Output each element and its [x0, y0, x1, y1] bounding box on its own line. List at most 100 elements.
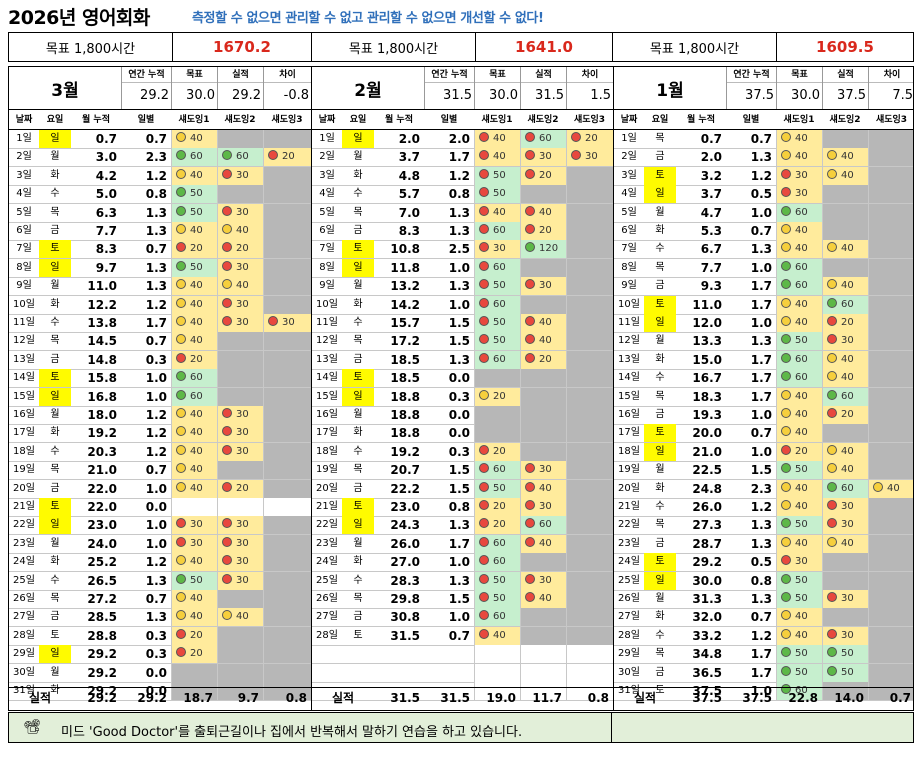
shadowing-cell[interactable]	[217, 682, 263, 700]
shadowing-cell[interactable]: 40	[776, 240, 822, 259]
shadowing-cell[interactable]	[868, 571, 913, 590]
shadowing-cell[interactable]	[566, 498, 613, 516]
shadowing-cell[interactable]: 20	[474, 498, 520, 516]
shadowing-cell[interactable]	[868, 424, 913, 443]
shadowing-cell[interactable]	[868, 148, 913, 167]
shadowing-cell[interactable]	[868, 130, 913, 148]
shadowing-cell[interactable]: 60	[474, 258, 520, 277]
shadowing-cell[interactable]: 40	[776, 479, 822, 498]
shadowing-cell[interactable]	[263, 332, 311, 351]
shadowing-cell[interactable]	[566, 203, 613, 222]
shadowing-cell[interactable]	[868, 442, 913, 461]
shadowing-cell[interactable]: 20	[474, 442, 520, 461]
shadowing-cell[interactable]: 40	[171, 166, 217, 185]
shadowing-cell[interactable]: 20	[520, 222, 566, 240]
shadowing-cell[interactable]	[566, 350, 613, 369]
shadowing-cell[interactable]: 30	[520, 498, 566, 516]
shadowing-cell[interactable]	[566, 332, 613, 351]
shadowing-cell[interactable]: 40	[217, 608, 263, 627]
shadowing-cell[interactable]	[868, 498, 913, 516]
shadowing-cell[interactable]: 50	[822, 645, 868, 664]
shadowing-cell[interactable]	[171, 498, 217, 516]
shadowing-cell[interactable]: 50	[474, 590, 520, 608]
shadowing-cell[interactable]: 120	[520, 240, 566, 259]
shadowing-cell[interactable]	[263, 553, 311, 572]
shadowing-cell[interactable]	[263, 295, 311, 314]
shadowing-cell[interactable]	[520, 369, 566, 388]
shadowing-cell[interactable]: 40	[822, 277, 868, 296]
shadowing-cell[interactable]: 30	[217, 295, 263, 314]
shadowing-cell[interactable]: 40	[217, 277, 263, 296]
shadowing-cell[interactable]: 50	[776, 571, 822, 590]
shadowing-cell[interactable]: 60	[776, 350, 822, 369]
shadowing-cell[interactable]: 50	[474, 314, 520, 332]
shadowing-cell[interactable]: 40	[822, 369, 868, 388]
shadowing-cell[interactable]: 40	[520, 479, 566, 498]
shadowing-cell[interactable]: 40	[474, 130, 520, 148]
shadowing-cell[interactable]	[520, 442, 566, 461]
shadowing-cell[interactable]: 40	[474, 626, 520, 645]
shadowing-cell[interactable]	[520, 424, 566, 443]
shadowing-cell[interactable]: 40	[776, 222, 822, 240]
shadowing-cell[interactable]	[822, 571, 868, 590]
shadowing-cell[interactable]	[217, 590, 263, 608]
shadowing-cell[interactable]: 30	[217, 203, 263, 222]
shadowing-cell[interactable]: 40	[776, 148, 822, 167]
shadowing-cell[interactable]	[263, 498, 311, 516]
shadowing-cell[interactable]	[263, 626, 311, 645]
shadowing-cell[interactable]: 30	[822, 498, 868, 516]
shadowing-cell[interactable]	[263, 461, 311, 480]
shadowing-cell[interactable]: 30	[217, 442, 263, 461]
shadowing-cell[interactable]: 60	[171, 387, 217, 406]
shadowing-cell[interactable]: 30	[776, 166, 822, 185]
shadowing-cell[interactable]	[217, 369, 263, 388]
shadowing-cell[interactable]	[263, 277, 311, 296]
shadowing-cell[interactable]: 40	[171, 553, 217, 572]
shadowing-cell[interactable]: 30	[171, 516, 217, 535]
shadowing-cell[interactable]	[474, 424, 520, 443]
shadowing-cell[interactable]: 50	[776, 332, 822, 351]
shadowing-cell[interactable]: 50	[474, 332, 520, 351]
shadowing-cell[interactable]: 30	[520, 148, 566, 167]
shadowing-cell[interactable]	[868, 166, 913, 185]
shadowing-cell[interactable]: 20	[776, 442, 822, 461]
shadowing-cell[interactable]: 40	[171, 590, 217, 608]
shadowing-cell[interactable]: 50	[776, 663, 822, 682]
shadowing-cell[interactable]	[263, 442, 311, 461]
shadowing-cell[interactable]: 40	[217, 222, 263, 240]
shadowing-cell[interactable]: 20	[566, 130, 613, 148]
shadowing-cell[interactable]	[263, 130, 311, 148]
shadowing-cell[interactable]	[520, 258, 566, 277]
shadowing-cell[interactable]: 30	[217, 166, 263, 185]
shadowing-cell[interactable]: 30	[776, 553, 822, 572]
shadowing-cell[interactable]: 20	[474, 516, 520, 535]
shadowing-cell[interactable]	[520, 185, 566, 204]
shadowing-cell[interactable]	[263, 258, 311, 277]
shadowing-cell[interactable]: 50	[776, 645, 822, 664]
shadowing-cell[interactable]	[566, 222, 613, 240]
shadowing-cell[interactable]	[822, 185, 868, 204]
shadowing-cell[interactable]	[868, 222, 913, 240]
shadowing-cell[interactable]: 20	[474, 387, 520, 406]
shadowing-cell[interactable]: 20	[263, 148, 311, 167]
shadowing-cell[interactable]: 50	[776, 461, 822, 480]
shadowing-cell[interactable]: 40	[171, 608, 217, 627]
shadowing-cell[interactable]: 50	[776, 516, 822, 535]
shadowing-cell[interactable]	[263, 571, 311, 590]
shadowing-cell[interactable]: 60	[474, 295, 520, 314]
shadowing-cell[interactable]	[868, 461, 913, 480]
shadowing-cell[interactable]: 40	[171, 332, 217, 351]
shadowing-cell[interactable]	[868, 258, 913, 277]
shadowing-cell[interactable]: 60	[776, 277, 822, 296]
shadowing-cell[interactable]: 60	[171, 148, 217, 167]
shadowing-cell[interactable]	[566, 277, 613, 296]
shadowing-cell[interactable]	[566, 387, 613, 406]
shadowing-cell[interactable]	[566, 461, 613, 480]
shadowing-cell[interactable]	[868, 185, 913, 204]
shadowing-cell[interactable]: 60	[474, 350, 520, 369]
shadowing-cell[interactable]: 20	[822, 314, 868, 332]
shadowing-cell[interactable]: 40	[520, 203, 566, 222]
shadowing-cell[interactable]: 40	[776, 387, 822, 406]
shadowing-cell[interactable]: 60	[474, 608, 520, 627]
shadowing-cell[interactable]: 30	[520, 461, 566, 480]
